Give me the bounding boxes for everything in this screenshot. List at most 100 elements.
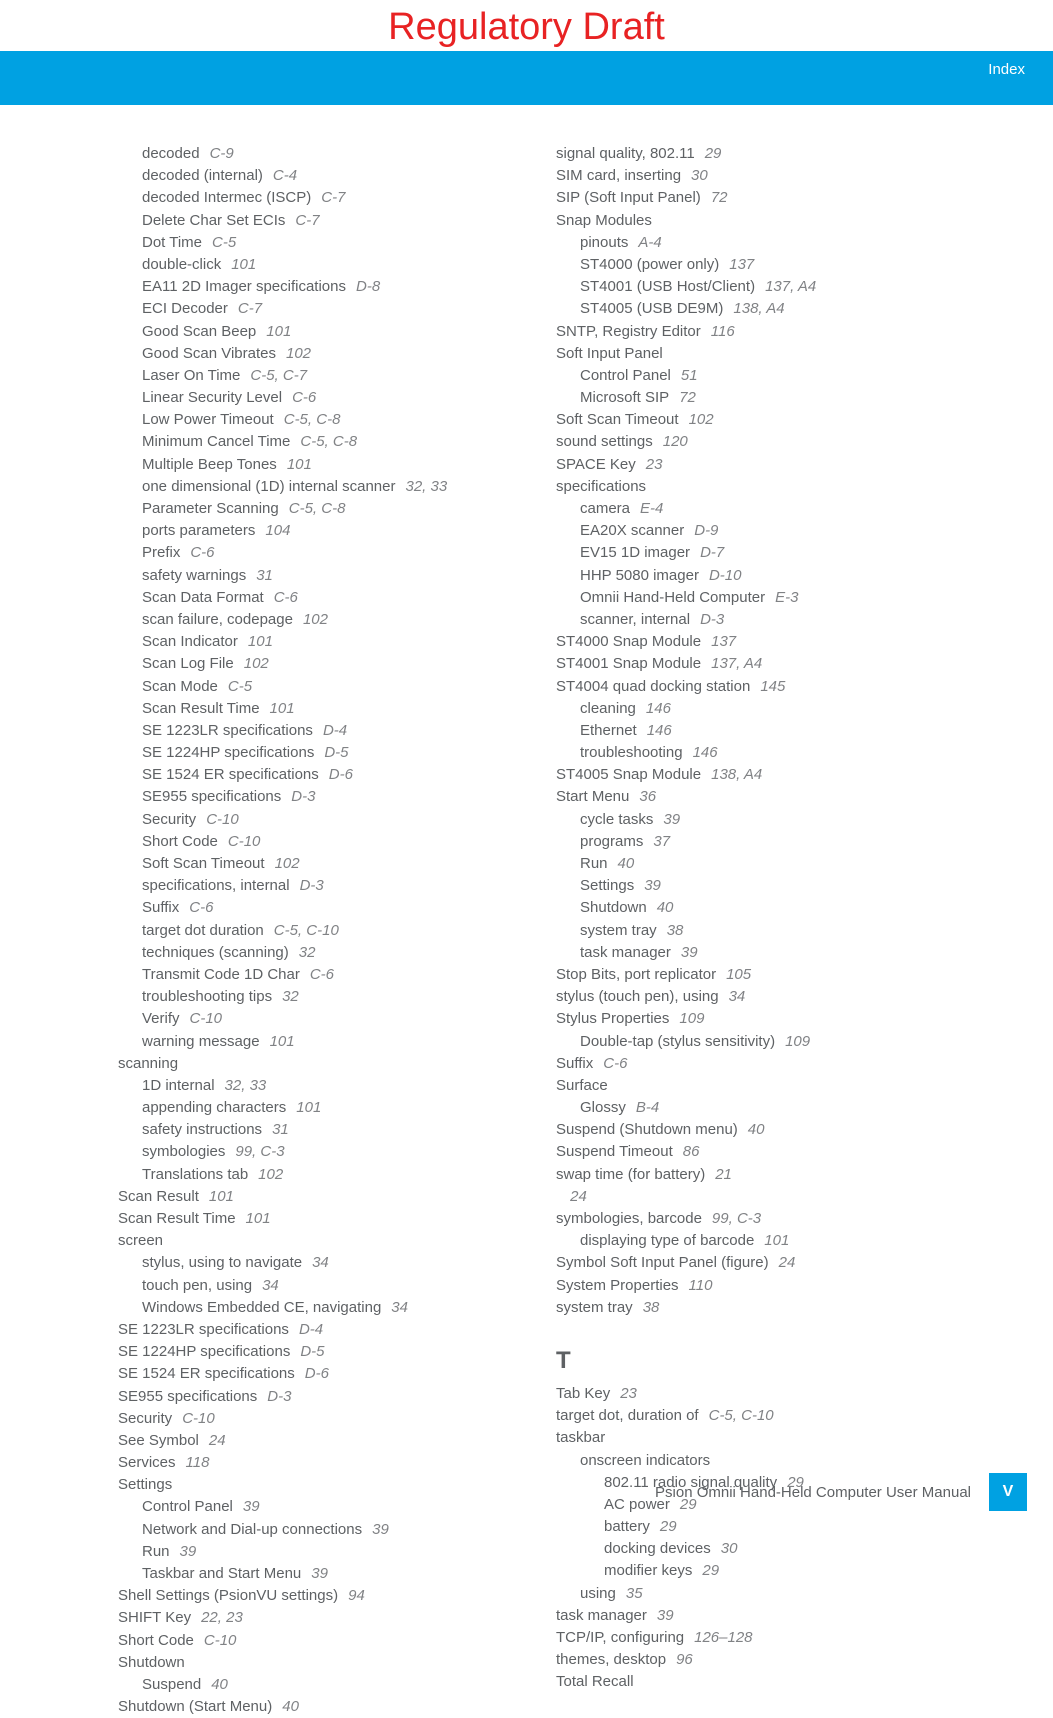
entry-page: C-6 [310, 966, 334, 983]
index-entry: cycle tasks39 [556, 809, 946, 831]
entry-term: stylus (touch pen), using [556, 988, 719, 1005]
entry-page: 39 [180, 1543, 197, 1560]
entry-page: 138, A4 [733, 300, 784, 317]
entry-term: target dot, duration of [556, 1407, 699, 1424]
entry-term: Scan Mode [142, 678, 218, 695]
entry-term: ST4004 quad docking station [556, 678, 750, 695]
index-entry: onscreen indicators [556, 1450, 946, 1472]
entry-term: EA20X scanner [580, 522, 684, 539]
entry-page: 101 [270, 1033, 295, 1050]
index-entry: Scan Result101 [118, 1186, 508, 1208]
entry-term: battery [604, 1518, 650, 1535]
index-entry: Scan ModeC-5 [118, 676, 508, 698]
entry-page: 138, A4 [711, 766, 762, 783]
entry-term: Glossy [580, 1099, 626, 1116]
entry-term: Good Scan Beep [142, 323, 256, 340]
entry-page: 24 [570, 1188, 587, 1205]
entry-page: 40 [211, 1676, 228, 1693]
index-entry: system tray38 [556, 1297, 946, 1319]
entry-term: ECI Decoder [142, 300, 228, 317]
index-entry: SIM card, inserting30 [556, 165, 946, 187]
entry-page: C-5, C-8 [289, 500, 346, 517]
index-entry: Control Panel 39 [118, 1496, 508, 1518]
index-entry: Parameter ScanningC-5, C-8 [118, 498, 508, 520]
entry-term: Scan Indicator [142, 633, 238, 650]
entry-term: swap time (for battery) [556, 1166, 705, 1183]
index-entry: Laser On TimeC-5, C-7 [118, 365, 508, 387]
entry-term: cleaning [580, 700, 636, 717]
index-entry: Run39 [118, 1541, 508, 1563]
index-entry: SHIFT Key22, 23 [118, 1607, 508, 1629]
entry-page: 101 [764, 1232, 789, 1249]
entry-page: 102 [689, 411, 714, 428]
index-entry: screen [118, 1230, 508, 1252]
entry-term: Good Scan Vibrates [142, 345, 276, 362]
index-entry: Microsoft SIP72 [556, 387, 946, 409]
entry-term: ST4000 Snap Module [556, 633, 701, 650]
entry-term: Multiple Beep Tones [142, 456, 277, 473]
index-entry: Short CodeC-10 [118, 1630, 508, 1652]
entry-page: C-4 [273, 167, 297, 184]
entry-page: 39 [681, 944, 698, 961]
index-entry: EV15 1D imagerD-7 [556, 542, 946, 564]
entry-term: Start Menu [556, 788, 629, 805]
entry-term: Linear Security Level [142, 389, 282, 406]
entry-page: C-10 [190, 1010, 223, 1027]
entry-term: warning message [142, 1033, 260, 1050]
index-entry: Multiple Beep Tones101 [118, 454, 508, 476]
entry-term: ST4001 Snap Module [556, 655, 701, 672]
entry-page: 40 [618, 855, 635, 872]
entry-term: Control Panel [142, 1498, 233, 1515]
index-entry: Run40 [556, 853, 946, 875]
entry-term: Low Power Timeout [142, 411, 274, 428]
entry-page: 29 [705, 145, 722, 162]
entry-page: 137 [729, 256, 754, 273]
entry-page: B-4 [636, 1099, 659, 1116]
entry-page: 39 [644, 877, 661, 894]
entry-term: SE 1524 ER specifications [118, 1365, 295, 1382]
entry-term: HHP 5080 imager [580, 567, 699, 584]
entry-term: troubleshooting [580, 744, 683, 761]
entry-page: 34 [312, 1254, 329, 1271]
index-entry: symbologies, barcode99, C-3 [556, 1208, 946, 1230]
page-number: V [989, 1473, 1027, 1511]
entry-page: 137, A4 [765, 278, 816, 295]
index-entry: Start Menu36 [556, 786, 946, 808]
entry-page: 39 [657, 1607, 674, 1624]
entry-term: troubleshooting tips [142, 988, 272, 1005]
entry-term: Network and Dial-up connections [142, 1521, 362, 1538]
index-entry: techniques (scanning)32 [118, 942, 508, 964]
entry-page: 86 [683, 1143, 700, 1160]
entry-term: task manager [580, 944, 671, 961]
index-entry: Surface [556, 1075, 946, 1097]
entry-term: Scan Data Format [142, 589, 264, 606]
entry-page: C-7 [321, 189, 345, 206]
entry-page: 34 [262, 1277, 279, 1294]
index-entry: SuffixC-6 [556, 1053, 946, 1075]
entry-page: E-4 [640, 500, 663, 517]
entry-page: C-10 [206, 811, 239, 828]
entry-page: D-4 [299, 1321, 323, 1338]
entry-page: 146 [647, 722, 672, 739]
entry-term: Symbol Soft Input Panel (figure) [556, 1254, 769, 1271]
index-entry: Linear Security LevelC-6 [118, 387, 508, 409]
entry-term: Taskbar and Start Menu [142, 1565, 301, 1582]
entry-page: D-3 [267, 1388, 291, 1405]
entry-page: D-3 [300, 877, 324, 894]
index-entry: Omnii Hand-Held ComputerE-3 [556, 587, 946, 609]
entry-page: 72 [711, 189, 728, 206]
entry-page: D-3 [700, 611, 724, 628]
entry-page: 104 [265, 522, 290, 539]
entry-term: Omnii Hand-Held Computer [580, 589, 765, 606]
index-entry: docking devices30 [556, 1538, 946, 1560]
index-entry: ST4005 Snap Module138, A4 [556, 764, 946, 786]
index-entry: ST4000 Snap Module137 [556, 631, 946, 653]
entry-page: D-5 [324, 744, 348, 761]
entry-term: camera [580, 500, 630, 517]
entry-page: 30 [721, 1540, 738, 1557]
index-entry: Control Panel51 [556, 365, 946, 387]
entry-page: 39 [243, 1498, 260, 1515]
entry-page: D-8 [356, 278, 380, 295]
entry-term: SE955 specifications [142, 788, 281, 805]
entry-term: Minimum Cancel Time [142, 433, 290, 450]
